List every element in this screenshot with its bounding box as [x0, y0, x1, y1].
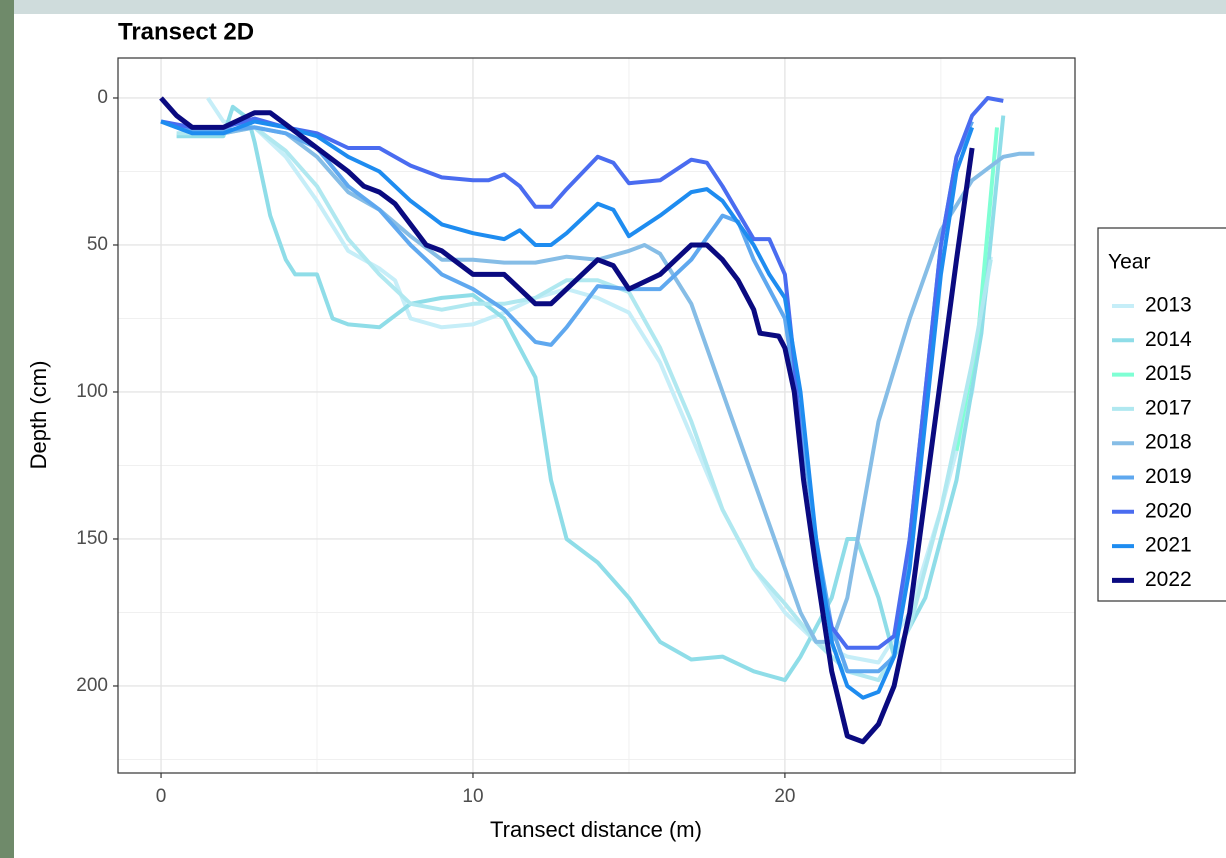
legend-label: 2013 [1145, 294, 1192, 317]
data-line [176, 104, 1006, 683]
chart-title: Transect 2D [118, 18, 254, 45]
data-line [159, 96, 975, 745]
x-tick-label: 0 [156, 786, 167, 807]
y-tick-label: 200 [76, 675, 108, 696]
legend-label: 2017 [1145, 396, 1192, 419]
legend-label: 2021 [1145, 534, 1192, 557]
data-line [176, 125, 993, 683]
x-tick-label: 20 [774, 786, 795, 807]
legend-label: 2022 [1145, 568, 1192, 591]
x-tick-label: 10 [462, 786, 483, 807]
data-line [160, 96, 1004, 650]
y-tick-label: 150 [76, 528, 108, 549]
y-tick-label: 0 [97, 87, 108, 108]
data-line [160, 119, 974, 674]
plot-panel [118, 58, 1075, 773]
plot-border [117, 57, 1076, 774]
legend-title: Year [1108, 251, 1150, 274]
legend-label: 2018 [1145, 431, 1192, 454]
y-tick-label: 50 [87, 234, 108, 255]
data-line [160, 119, 1035, 644]
legend-box [1097, 227, 1226, 602]
backdrop-strip [0, 0, 1226, 14]
legend-label: 2015 [1145, 362, 1192, 385]
y-axis-title: Depth (cm) [26, 361, 51, 470]
legend-label: 2014 [1145, 328, 1192, 351]
backdrop-strip [0, 0, 14, 858]
legend-label: 2019 [1145, 465, 1192, 488]
data-line [160, 119, 974, 700]
legend-label: 2020 [1145, 499, 1192, 522]
data-line [206, 96, 993, 665]
x-axis-title: Transect distance (m) [490, 817, 702, 842]
y-tick-label: 100 [76, 381, 108, 402]
